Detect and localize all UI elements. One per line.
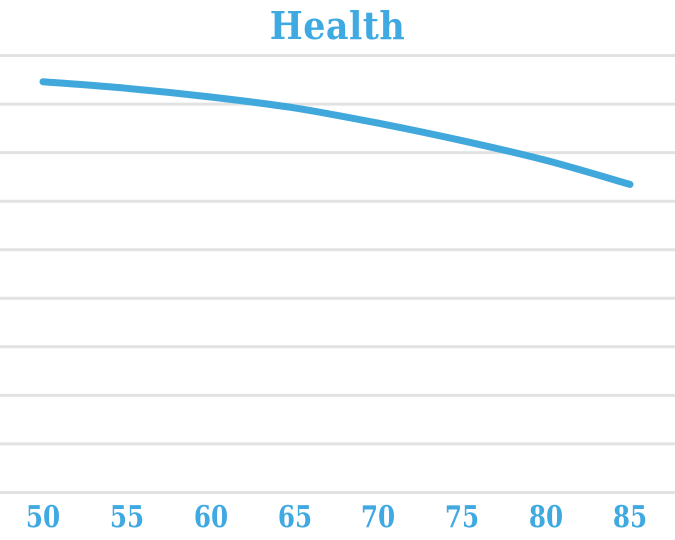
chart-title: Health — [269, 2, 406, 48]
gridlines — [0, 54, 675, 494]
health-curve-line — [39, 78, 634, 188]
